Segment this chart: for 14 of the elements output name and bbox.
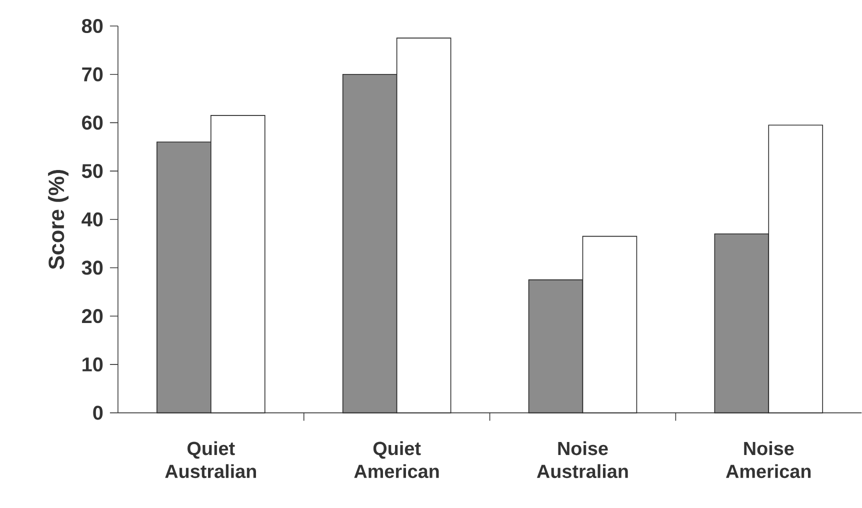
x-tick-label: Quiet Australian	[165, 441, 256, 478]
y-tick-label: 80	[82, 19, 103, 34]
y-tick-label: 40	[82, 212, 103, 227]
y-tick-label: 70	[82, 67, 103, 82]
y-tick-label: 50	[82, 164, 103, 178]
y-tick-label: 30	[82, 260, 103, 275]
x-tick-label: Quiet American	[354, 441, 439, 478]
y-tick-label: 10	[82, 358, 103, 372]
y-tick-label: 60	[82, 116, 103, 130]
y-tick-label: 20	[82, 309, 103, 324]
y-axis-title: Score (%)	[48, 170, 68, 270]
x-tick-label: Noise American	[726, 441, 811, 478]
x-tick-label: Noise Australian	[536, 441, 628, 478]
y-tick-label: 0	[93, 406, 103, 420]
